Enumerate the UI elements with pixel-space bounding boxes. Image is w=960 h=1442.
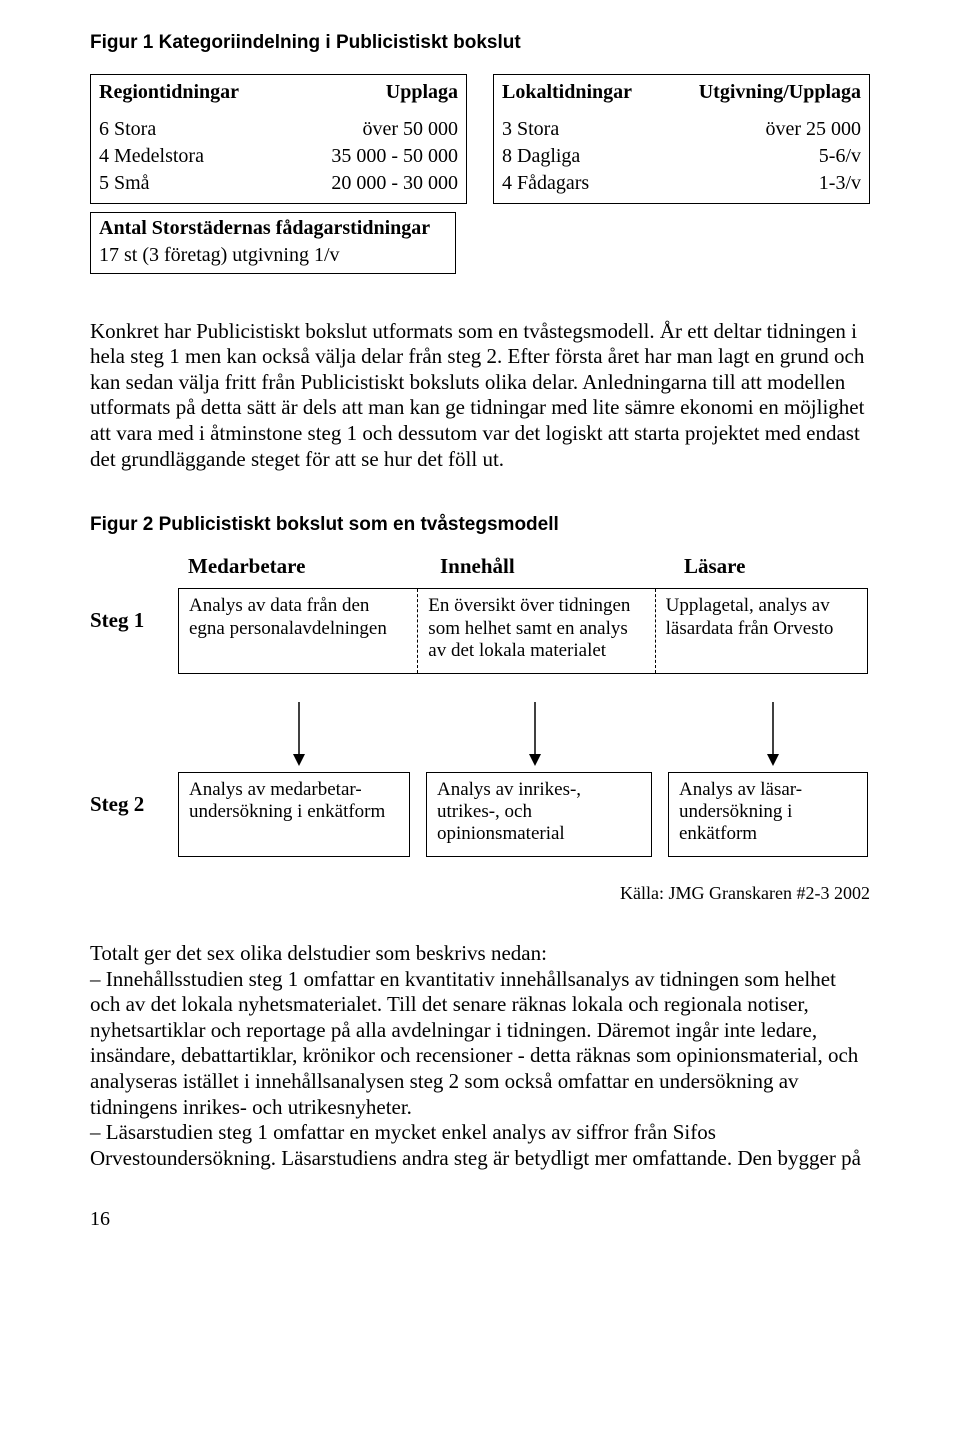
- col-c: Läsare: [684, 552, 864, 580]
- region-row-2-b: 20 000 - 30 000: [331, 170, 458, 197]
- local-row-2-b: 1-3/v: [819, 170, 861, 197]
- step-1-cell-c: Upplagetal, analys av läsardata från Orv…: [656, 589, 867, 672]
- region-row-0-b: över 50 000: [362, 116, 458, 143]
- source-line: Källa: JMG Granskaren #2-3 2002: [90, 881, 870, 905]
- step-2-row: Steg 2 Analys av medarbetar-undersökning…: [90, 772, 870, 857]
- local-row-1-a: 8 Dagliga: [502, 143, 580, 170]
- local-row-2-a: 4 Fådagars: [502, 170, 589, 197]
- arrows-row: [178, 702, 868, 766]
- paragraph-2: Totalt ger det sex olika delstudier som …: [90, 941, 870, 1171]
- arrow-a: [290, 702, 308, 774]
- region-table: Regiontidningar Upplaga 6 Stora över 50 …: [90, 74, 467, 204]
- region-row-1-b: 35 000 - 50 000: [331, 143, 458, 170]
- local-table: Lokaltidningar Utgivning/Upplaga 3 Stora…: [493, 74, 870, 204]
- arrow-b: [526, 702, 544, 774]
- local-head-b: Utgivning/Upplaga: [699, 79, 861, 106]
- col-b: Innehåll: [440, 552, 684, 580]
- sub-line-1: Antal Storstädernas fådagarstidningar: [99, 215, 447, 242]
- sub-line-2: 17 st (3 företag) utgivning 1/v: [99, 242, 447, 269]
- step-2-boxes: Analys av medarbetar-undersökning i enkä…: [178, 772, 868, 857]
- region-head-a: Regiontidningar: [99, 79, 239, 106]
- step-2-cell-c: Analys av läsar-undersökning i enkätform: [668, 772, 868, 857]
- local-row-0-b: över 25 000: [765, 116, 861, 143]
- region-row-0-a: 6 Stora: [99, 116, 156, 143]
- col-a: Medarbetare: [188, 552, 440, 580]
- step-1-row: Steg 1 Analys av data från den egna pers…: [90, 588, 870, 673]
- figure-1-tables: Regiontidningar Upplaga 6 Stora över 50 …: [90, 74, 870, 204]
- local-row-1-b: 5-6/v: [819, 143, 861, 170]
- region-head-b: Upplaga: [386, 79, 458, 106]
- region-row-2-a: 5 Små: [99, 170, 150, 197]
- region-row-1-a: 4 Medelstora: [99, 143, 204, 170]
- page-number: 16: [90, 1206, 870, 1233]
- step-2-label: Steg 2: [90, 772, 178, 818]
- step-1-cell-b: En översikt över tidningen som helhet sa…: [418, 589, 655, 672]
- local-row-0-a: 3 Stora: [502, 116, 559, 143]
- figure-1-title: Figur 1 Kategoriindelning i Publicistisk…: [90, 30, 870, 56]
- step-1-label: Steg 1: [90, 588, 178, 634]
- step-1-box: Analys av data från den egna personalavd…: [178, 588, 868, 673]
- sub-box: Antal Storstädernas fådagarstidningar 17…: [90, 212, 456, 274]
- step-2-cell-b: Analys av inrikes-, utrikes-, och opinio…: [426, 772, 652, 857]
- step-2-cell-a: Analys av medarbetar-undersökning i enkä…: [178, 772, 410, 857]
- figure-2-title: Figur 2 Publicistiskt bokslut som en två…: [90, 512, 870, 538]
- local-head-a: Lokaltidningar: [502, 79, 632, 106]
- step-1-cell-a: Analys av data från den egna personalavd…: [179, 589, 418, 672]
- paragraph-1: Konkret har Publicistiskt bokslut utform…: [90, 319, 870, 473]
- arrow-c: [764, 702, 782, 774]
- columns-header: Medarbetare Innehåll Läsare: [188, 552, 870, 580]
